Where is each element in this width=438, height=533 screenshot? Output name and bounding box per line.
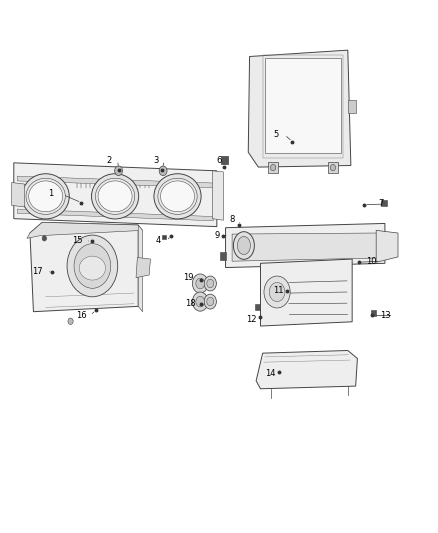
Bar — [328, 162, 338, 173]
Ellipse shape — [154, 174, 201, 219]
Polygon shape — [138, 225, 143, 312]
Text: 19: 19 — [183, 273, 194, 281]
Ellipse shape — [79, 256, 106, 280]
Ellipse shape — [92, 174, 139, 219]
Circle shape — [271, 165, 276, 171]
Bar — [265, 58, 341, 154]
Text: 15: 15 — [72, 237, 82, 246]
Text: 2: 2 — [106, 156, 112, 165]
Bar — [371, 310, 376, 317]
Text: 9: 9 — [215, 231, 220, 240]
Bar — [268, 162, 278, 173]
Circle shape — [115, 166, 123, 175]
Circle shape — [74, 244, 111, 288]
Circle shape — [159, 166, 167, 175]
Bar — [263, 55, 343, 158]
Polygon shape — [226, 223, 385, 268]
Circle shape — [264, 276, 290, 308]
Text: 11: 11 — [273, 286, 283, 295]
Polygon shape — [232, 233, 378, 261]
Text: 7: 7 — [378, 199, 383, 208]
Text: 3: 3 — [153, 156, 159, 165]
Bar — [255, 304, 261, 310]
Text: 10: 10 — [367, 257, 377, 265]
Circle shape — [67, 235, 118, 297]
Ellipse shape — [98, 181, 132, 212]
Circle shape — [204, 294, 216, 309]
Polygon shape — [376, 230, 398, 262]
Circle shape — [42, 236, 46, 241]
Text: 1: 1 — [48, 189, 53, 198]
Text: 8: 8 — [230, 215, 235, 224]
Polygon shape — [17, 209, 213, 221]
Text: 4: 4 — [155, 237, 160, 246]
Circle shape — [68, 318, 73, 325]
Bar — [348, 100, 356, 114]
Ellipse shape — [28, 181, 63, 212]
Ellipse shape — [233, 232, 254, 260]
Circle shape — [330, 165, 336, 171]
Bar — [381, 199, 387, 206]
Polygon shape — [12, 182, 25, 207]
Ellipse shape — [158, 178, 197, 214]
Ellipse shape — [95, 178, 135, 214]
Bar — [221, 156, 228, 165]
Text: 17: 17 — [32, 268, 43, 276]
Polygon shape — [248, 50, 351, 167]
Text: 6: 6 — [216, 156, 222, 165]
Polygon shape — [261, 259, 352, 326]
Text: 14: 14 — [265, 369, 276, 378]
Ellipse shape — [26, 178, 65, 214]
Ellipse shape — [22, 174, 69, 219]
Circle shape — [196, 278, 205, 289]
Polygon shape — [14, 163, 217, 227]
Circle shape — [269, 282, 285, 302]
Polygon shape — [27, 222, 143, 238]
Circle shape — [207, 297, 214, 306]
Ellipse shape — [160, 181, 194, 212]
Polygon shape — [136, 257, 150, 278]
Circle shape — [192, 274, 208, 293]
Text: 16: 16 — [76, 311, 87, 320]
Polygon shape — [212, 171, 223, 220]
Text: 13: 13 — [380, 311, 390, 320]
Circle shape — [192, 292, 208, 311]
Polygon shape — [30, 222, 138, 312]
Circle shape — [196, 296, 205, 307]
Polygon shape — [256, 351, 357, 389]
Polygon shape — [17, 176, 213, 188]
Text: 12: 12 — [247, 315, 257, 324]
Bar — [162, 235, 166, 239]
Text: 18: 18 — [185, 299, 196, 308]
Circle shape — [207, 279, 214, 288]
Text: 5: 5 — [273, 130, 279, 139]
Ellipse shape — [237, 237, 251, 255]
Circle shape — [204, 276, 216, 291]
Bar — [220, 252, 226, 260]
